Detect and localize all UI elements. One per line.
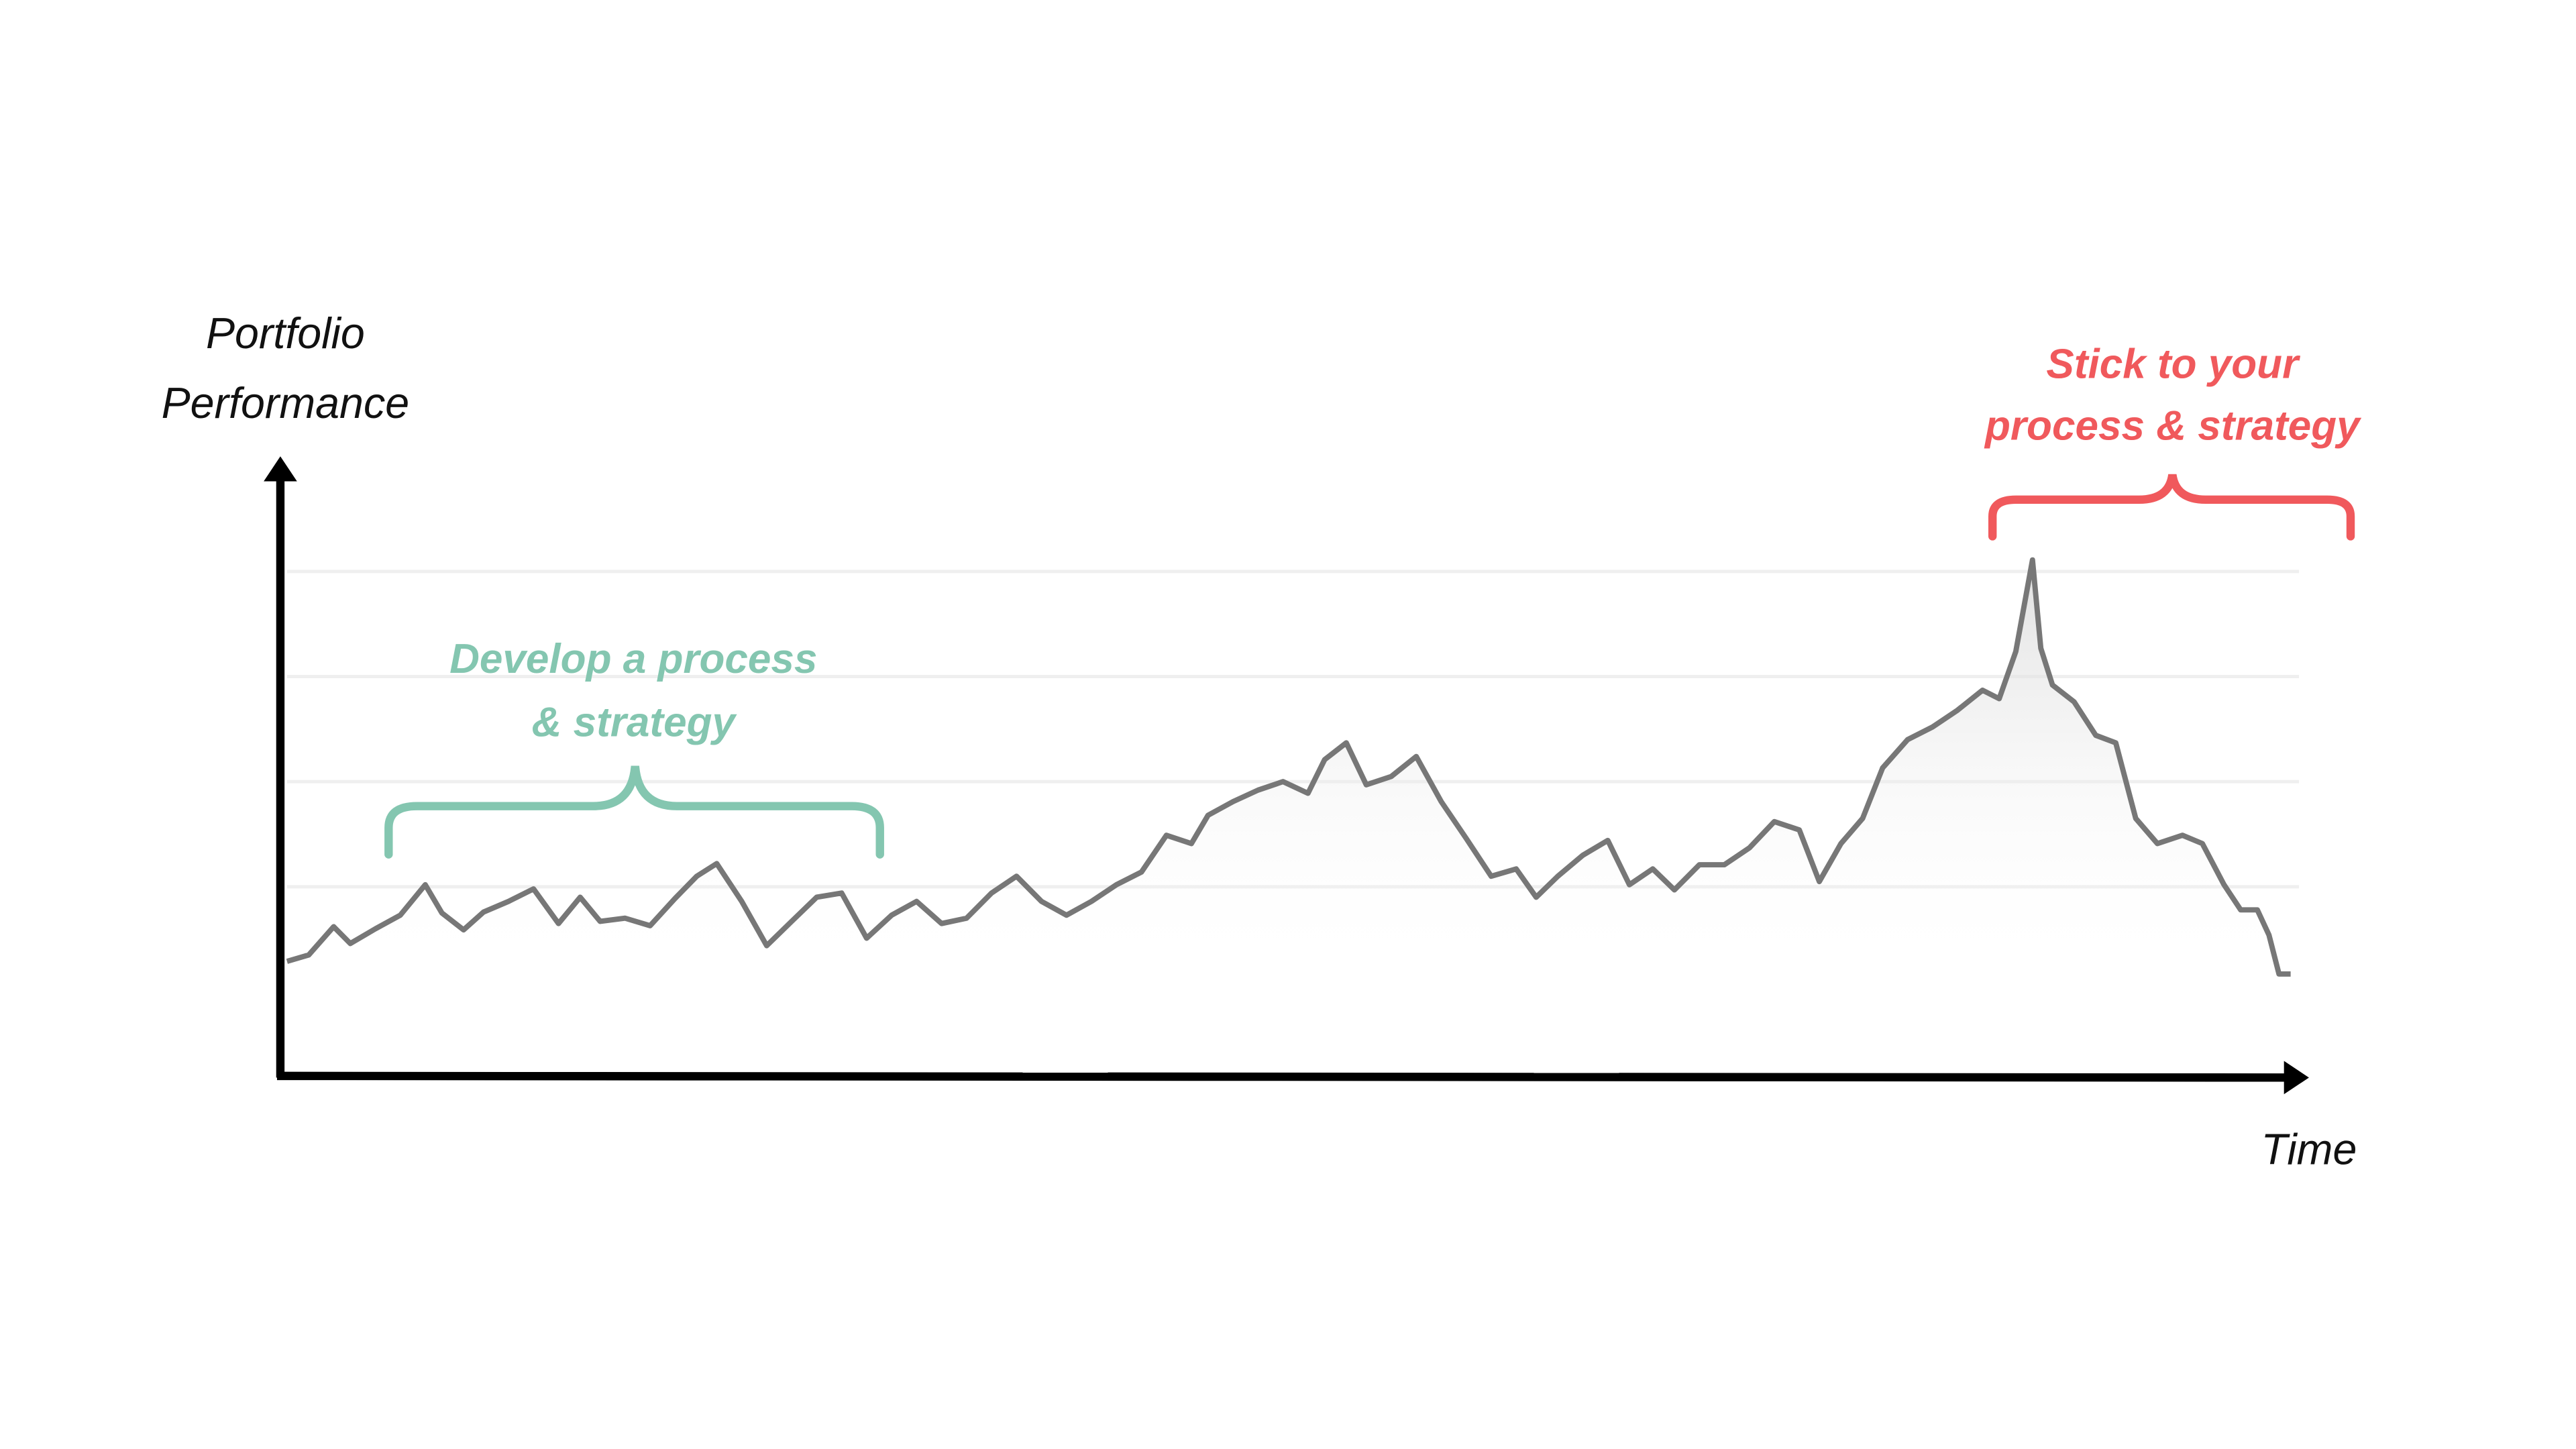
bracket [384,765,884,859]
area [286,559,2291,976]
x-axis-arrow [2284,1061,2309,1095]
x-axis [276,1071,2293,1082]
y-axis-label: Performance [162,379,410,427]
annotation: process & strategy [1984,402,2362,449]
annotation: Stick to your [2046,341,2300,388]
bracket [1988,474,2355,541]
line [286,557,2291,977]
y-axis-label: Portfolio [206,309,365,358]
annotation: & strategy [532,699,738,745]
x-axis-label: Time [2261,1125,2357,1173]
plot [286,557,2291,977]
annotation: Develop a process [449,636,817,682]
y-axis-arrow [264,456,297,482]
